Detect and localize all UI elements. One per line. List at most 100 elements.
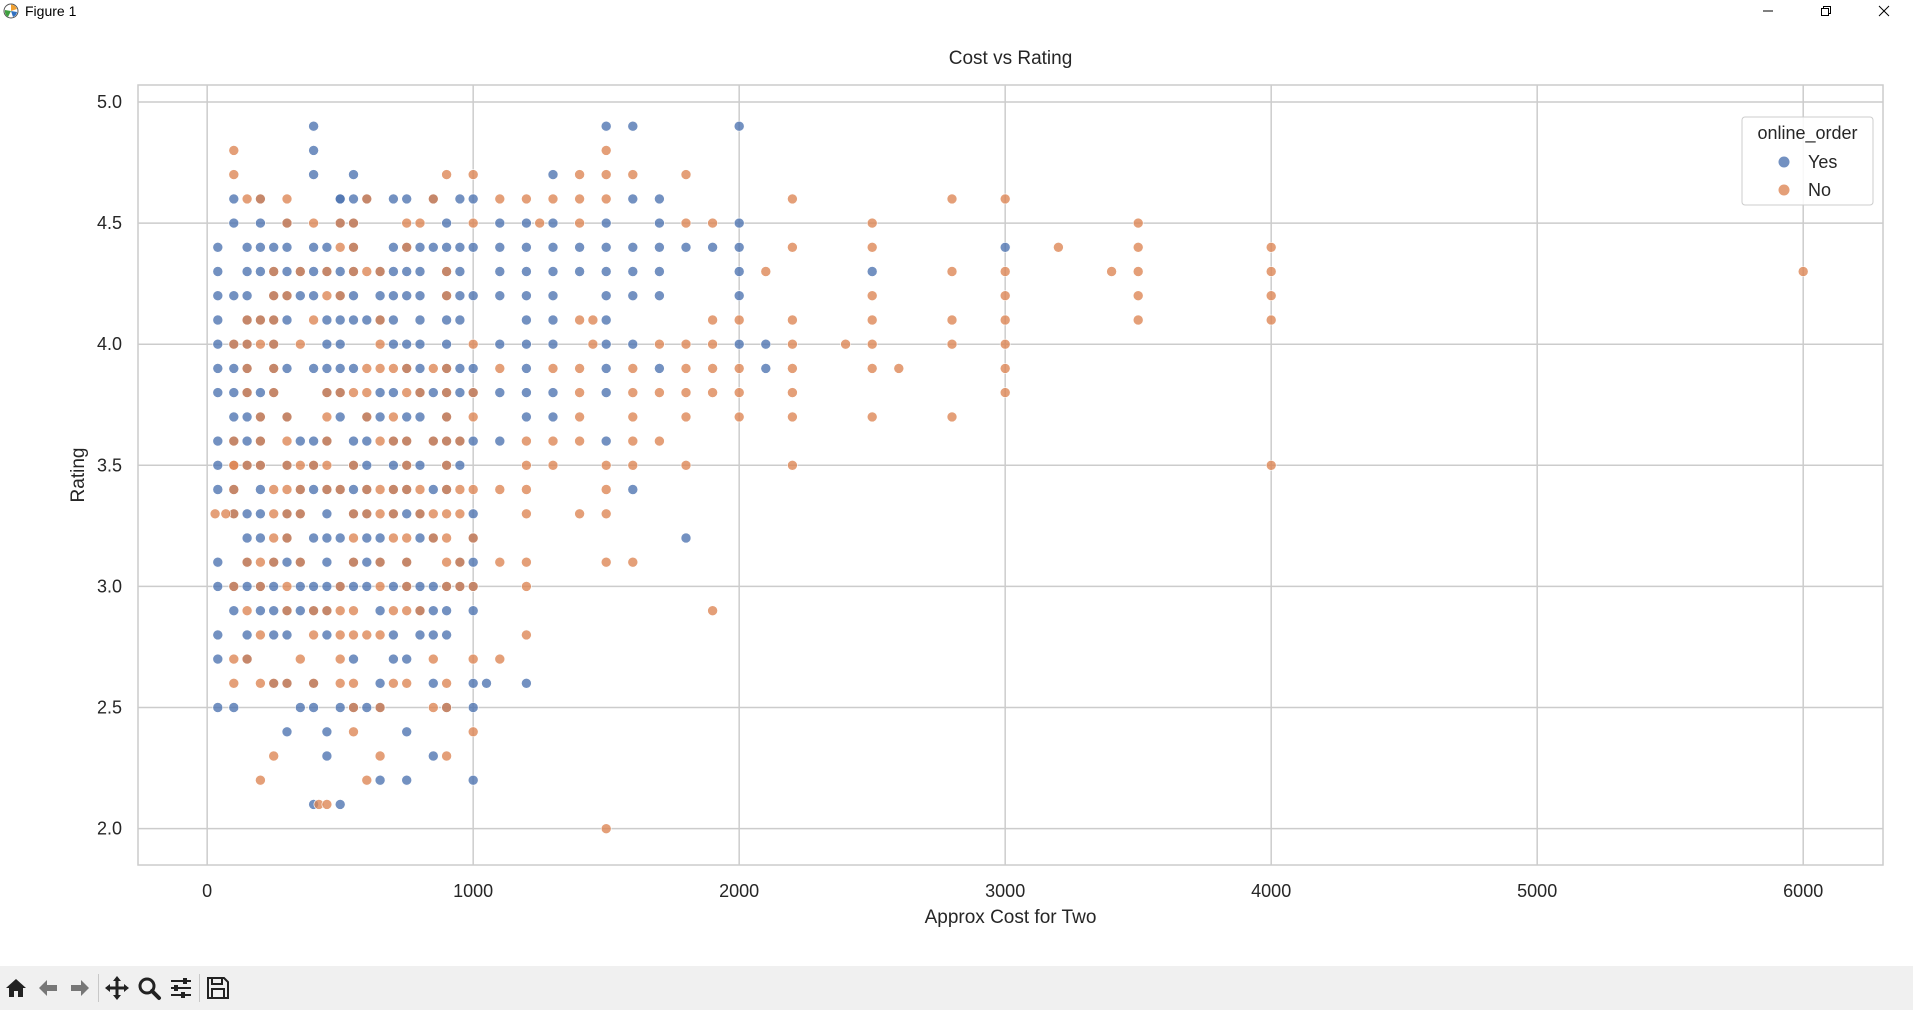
point-no (866, 242, 878, 253)
y-tick-label: 3.0 (97, 576, 122, 596)
point-yes (427, 242, 439, 253)
point-no (321, 435, 333, 447)
point-yes (374, 532, 386, 544)
home-icon (6, 979, 26, 997)
point-yes (467, 702, 479, 713)
point-no (1053, 242, 1064, 253)
point-no (388, 411, 399, 423)
point-no (241, 605, 253, 617)
point-no (427, 532, 439, 544)
zoom-button[interactable] (133, 971, 165, 1005)
figure-canvas[interactable]: 0 1000 2000 3000 4000 5000 6000 2.0 2.5 3.0 3.5 4.0… (0, 22, 1913, 966)
point-no (388, 435, 399, 447)
point-yes (255, 266, 266, 277)
legend-label-no: No (1808, 180, 1831, 200)
point-no (1132, 266, 1144, 277)
point-yes (521, 677, 532, 689)
point-yes (467, 605, 479, 617)
pan-button[interactable] (101, 971, 133, 1005)
point-no (281, 217, 293, 229)
close-button[interactable] (1855, 0, 1913, 22)
point-no (374, 508, 386, 520)
point-yes (212, 484, 224, 495)
point-no (268, 677, 280, 689)
point-yes (268, 629, 280, 641)
y-tick-label: 2.5 (97, 698, 122, 718)
x-tick-label: 1000 (453, 881, 493, 901)
point-no (467, 532, 479, 544)
point-yes (547, 314, 559, 326)
point-no (946, 338, 958, 350)
minimize-button[interactable] (1739, 0, 1797, 22)
point-yes (241, 242, 253, 253)
point-yes (600, 242, 612, 253)
point-no (374, 629, 386, 641)
point-no (241, 653, 253, 665)
close-icon (1878, 5, 1890, 17)
point-no (707, 387, 718, 398)
point-yes (547, 338, 559, 350)
point-no (574, 193, 585, 205)
point-no (600, 145, 612, 156)
point-no (255, 338, 266, 350)
point-no (294, 556, 306, 568)
point-no (255, 774, 266, 786)
point-no (255, 459, 266, 471)
point-yes (212, 581, 224, 592)
point-yes (427, 629, 439, 641)
point-no (401, 459, 413, 471)
configure-subplots-button[interactable] (165, 971, 197, 1005)
point-yes (308, 702, 319, 713)
point-no (348, 387, 359, 398)
point-yes (228, 605, 240, 617)
point-no (268, 532, 280, 544)
point-yes (388, 266, 399, 277)
point-no (627, 435, 639, 447)
point-no (787, 387, 798, 398)
point-no (241, 314, 253, 326)
point-yes (255, 217, 266, 229)
point-no (441, 290, 452, 302)
point-yes (294, 702, 306, 713)
point-no (494, 556, 506, 568)
point-no (494, 653, 506, 665)
point-no (401, 581, 413, 592)
point-no (574, 169, 585, 180)
forward-arrow-icon (71, 980, 89, 996)
point-no (228, 653, 240, 665)
point-yes (494, 290, 506, 302)
point-no (414, 217, 426, 229)
point-yes (427, 387, 439, 398)
chart-title: Cost vs Rating (949, 48, 1073, 69)
point-yes (241, 629, 253, 641)
back-button[interactable] (32, 971, 64, 1005)
point-no (374, 338, 386, 350)
point-no (760, 266, 772, 277)
point-yes (427, 581, 439, 592)
point-yes (321, 581, 333, 592)
point-no (1106, 266, 1117, 277)
point-no (866, 290, 878, 302)
forward-button[interactable] (64, 971, 96, 1005)
point-no (281, 508, 293, 520)
point-no (401, 605, 413, 617)
point-yes (348, 290, 359, 302)
point-yes (733, 242, 745, 253)
point-no (467, 484, 479, 495)
point-yes (627, 290, 639, 302)
point-no (241, 363, 253, 374)
point-no (654, 338, 665, 350)
point-yes (627, 484, 639, 495)
point-no (348, 605, 359, 617)
point-yes (334, 363, 346, 374)
point-yes (733, 217, 745, 229)
point-yes (600, 290, 612, 302)
restore-button[interactable] (1797, 0, 1855, 22)
point-yes (547, 169, 559, 180)
point-no (680, 387, 692, 398)
point-no (361, 484, 373, 495)
home-button[interactable] (0, 971, 32, 1005)
point-no (281, 484, 293, 495)
save-button[interactable] (202, 971, 234, 1005)
point-yes (494, 266, 506, 277)
